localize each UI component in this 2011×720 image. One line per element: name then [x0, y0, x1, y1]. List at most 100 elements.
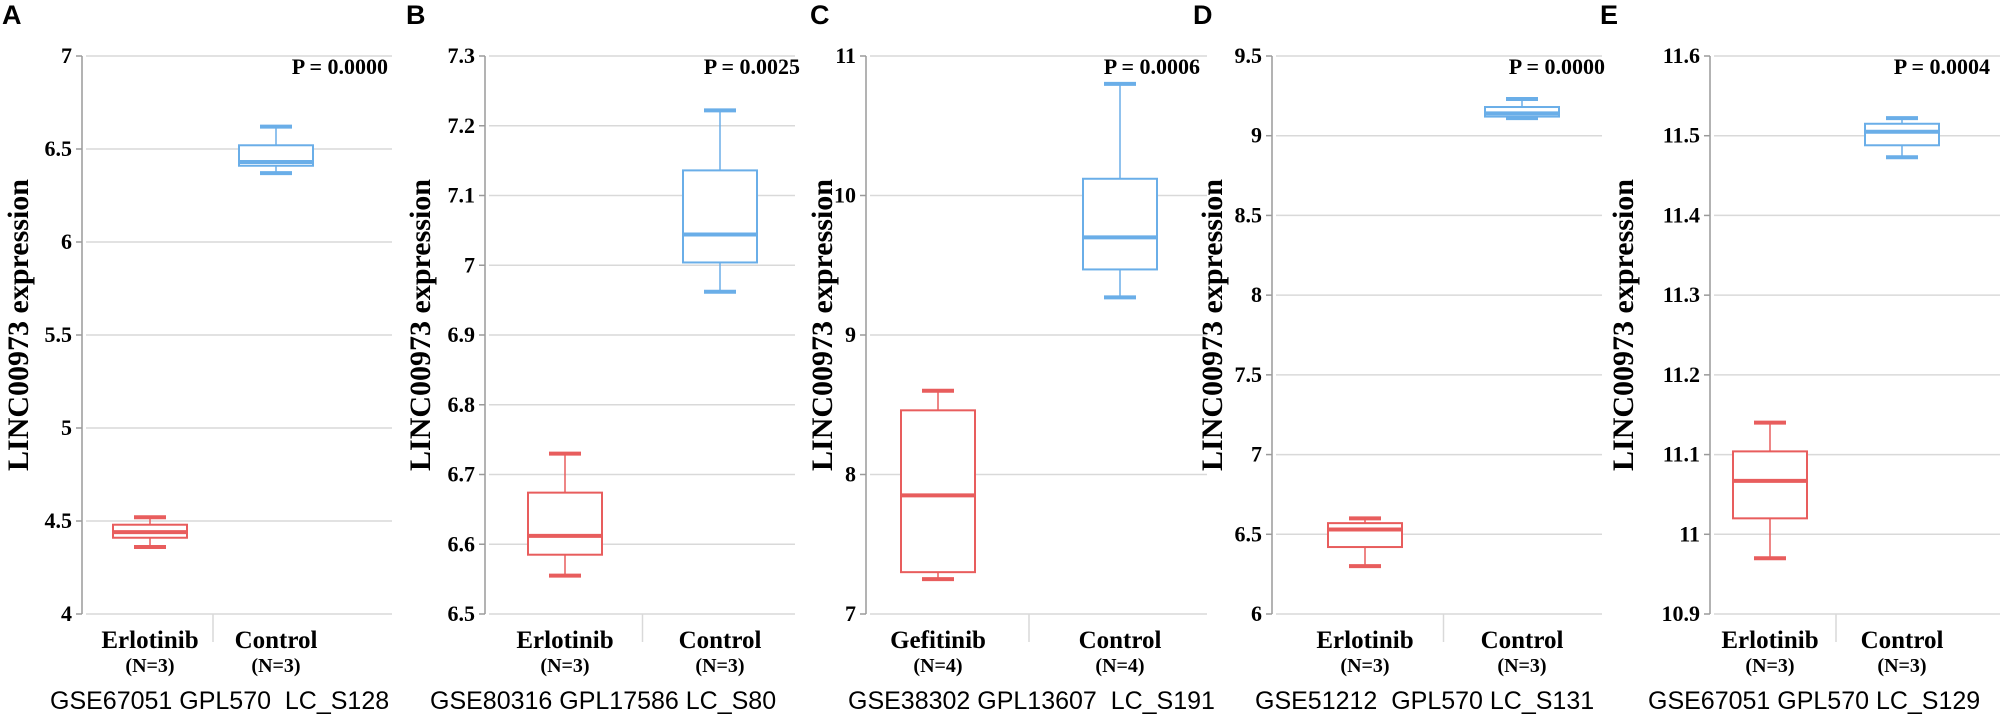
x-category-label: Control	[679, 627, 762, 654]
y-tick-label: 10	[834, 183, 856, 208]
dataset-caption: GSE51212 GPL570 LC_S131	[1255, 687, 1594, 715]
y-tick-label: 6	[1251, 601, 1262, 626]
y-tick-label: 4.5	[45, 508, 73, 533]
box-erlotinib	[112, 515, 188, 550]
y-tick-label: 7	[845, 601, 856, 626]
y-tick-label: 8.5	[1235, 202, 1263, 227]
y-tick-label: 9	[845, 322, 856, 347]
y-tick-label: 11.6	[1663, 43, 1700, 68]
panel-a: A 4 4.5 5 5.5 6 6.5 7 LINC00973 expression P = 0.…	[2, 0, 392, 715]
y-tick-label: 7	[464, 252, 475, 277]
y-tick-label: 11	[1679, 521, 1700, 546]
dataset-caption: GSE38302 GPL13607 LC_S191	[848, 687, 1215, 715]
panel-letter: C	[810, 0, 830, 30]
y-tick-label: 4	[61, 601, 72, 626]
box-iqr	[900, 409, 976, 574]
panel-letter: B	[406, 0, 426, 30]
y-axis-label: LINC00973 expression	[1196, 179, 1229, 471]
box-erlotinib	[1732, 420, 1808, 561]
x-category-n: (N=3)	[1745, 655, 1794, 677]
y-tick-label: 7.5	[1235, 362, 1263, 387]
y-tick-label: 9.5	[1235, 43, 1263, 68]
x-category-label: Erlotinib	[516, 627, 613, 654]
panel-c: C 7 8 9 10 11 LINC00973 expression P = 0.0006 Ge…	[806, 0, 1215, 715]
x-category-label: Control	[235, 627, 318, 654]
y-tick-label: 6	[61, 229, 72, 254]
box-control	[1082, 81, 1158, 300]
x-category-n: (N=3)	[1877, 655, 1926, 677]
y-tick-label: 6.8	[448, 392, 476, 417]
x-category-label: Control	[1079, 627, 1162, 654]
y-tick-label: 7.1	[448, 183, 476, 208]
y-tick-label: 7	[1251, 442, 1262, 467]
box-control	[682, 108, 758, 294]
panel-e: E 10.9 11 11.1 11.2 11.3 11.4 11.5 11.6 LINC00973…	[1600, 0, 2000, 715]
x-category-label: Gefitinib	[890, 627, 986, 654]
y-tick-label: 7	[61, 43, 72, 68]
x-category-n: (N=3)	[125, 655, 174, 677]
panel-b: B 6.5 6.6 6.7 6.8 6.9 7 7.1 7.2 7.3 LINC00973 expr…	[404, 0, 800, 715]
p-value-label: P = 0.0025	[704, 54, 800, 79]
p-value-label: P = 0.0004	[1894, 54, 1990, 79]
y-tick-label: 6.5	[448, 601, 476, 626]
x-category-n: (N=3)	[1340, 655, 1389, 677]
panel-d: D 6 6.5 7 7.5 8 8.5 9 9.5 LINC00973 expression P =…	[1193, 0, 1605, 715]
p-value-label: P = 0.0000	[1509, 54, 1605, 79]
box-iqr	[1732, 450, 1808, 520]
y-tick-label: 11.5	[1663, 123, 1700, 148]
y-tick-label: 6.9	[448, 322, 476, 347]
dataset-caption: GSE67051 GPL570 LC_S129	[1648, 687, 1980, 715]
p-value-label: P = 0.0000	[292, 54, 388, 79]
y-tick-label: 11.2	[1663, 362, 1700, 387]
x-category-label: Erlotinib	[1721, 627, 1818, 654]
dataset-caption: GSE67051 GPL570 LC_S128	[50, 687, 389, 715]
x-category-n: (N=4)	[1095, 655, 1144, 677]
panel-letter: E	[1600, 0, 1618, 30]
y-axis-label: LINC00973 expression	[2, 179, 35, 471]
x-category-n: (N=3)	[251, 655, 300, 677]
box-gefitinib	[900, 388, 976, 582]
y-tick-label: 10.9	[1662, 601, 1701, 626]
y-tick-label: 6.5	[1235, 521, 1263, 546]
y-axis-label: LINC00973 expression	[404, 179, 437, 471]
x-category-n: (N=3)	[1497, 655, 1546, 677]
y-tick-label: 11.4	[1663, 202, 1700, 227]
y-tick-label: 5.5	[45, 322, 73, 347]
box-control	[238, 124, 314, 176]
x-category-n: (N=4)	[913, 655, 962, 677]
y-tick-label: 7.3	[448, 43, 476, 68]
y-tick-label: 8	[845, 462, 856, 487]
x-category-label: Control	[1861, 627, 1944, 654]
y-tick-label: 6.5	[45, 136, 73, 161]
box-iqr	[1864, 122, 1940, 147]
panel-letter: D	[1193, 0, 1213, 30]
y-axis-label: LINC00973 expression	[1607, 179, 1640, 471]
y-tick-label: 7.2	[448, 113, 476, 138]
box-iqr	[682, 169, 758, 264]
x-category-n: (N=3)	[695, 655, 744, 677]
x-category-label: Control	[1481, 627, 1564, 654]
y-tick-label: 9	[1251, 123, 1262, 148]
x-category-n: (N=3)	[540, 655, 589, 677]
panel-letter: A	[2, 0, 22, 30]
y-tick-label: 6.7	[448, 462, 476, 487]
box-erlotinib	[1327, 516, 1403, 569]
y-tick-label: 8	[1251, 282, 1262, 307]
x-category-label: Erlotinib	[1316, 627, 1413, 654]
y-tick-label: 5	[61, 415, 72, 440]
y-tick-label: 11.1	[1663, 442, 1700, 467]
box-iqr	[1327, 522, 1403, 549]
y-tick-label: 11.3	[1663, 282, 1700, 307]
x-category-label: Erlotinib	[101, 627, 198, 654]
p-value-label: P = 0.0006	[1104, 54, 1200, 79]
dataset-caption: GSE80316 GPL17586 LC_S80	[430, 687, 776, 715]
box-control	[1484, 97, 1560, 121]
y-tick-label: 11	[835, 43, 856, 68]
y-axis-label: LINC00973 expression	[806, 179, 839, 471]
y-tick-label: 6.6	[448, 531, 476, 556]
box-iqr	[527, 491, 603, 556]
box-control	[1864, 116, 1940, 160]
box-erlotinib	[527, 451, 603, 578]
box-iqr	[1082, 177, 1158, 271]
